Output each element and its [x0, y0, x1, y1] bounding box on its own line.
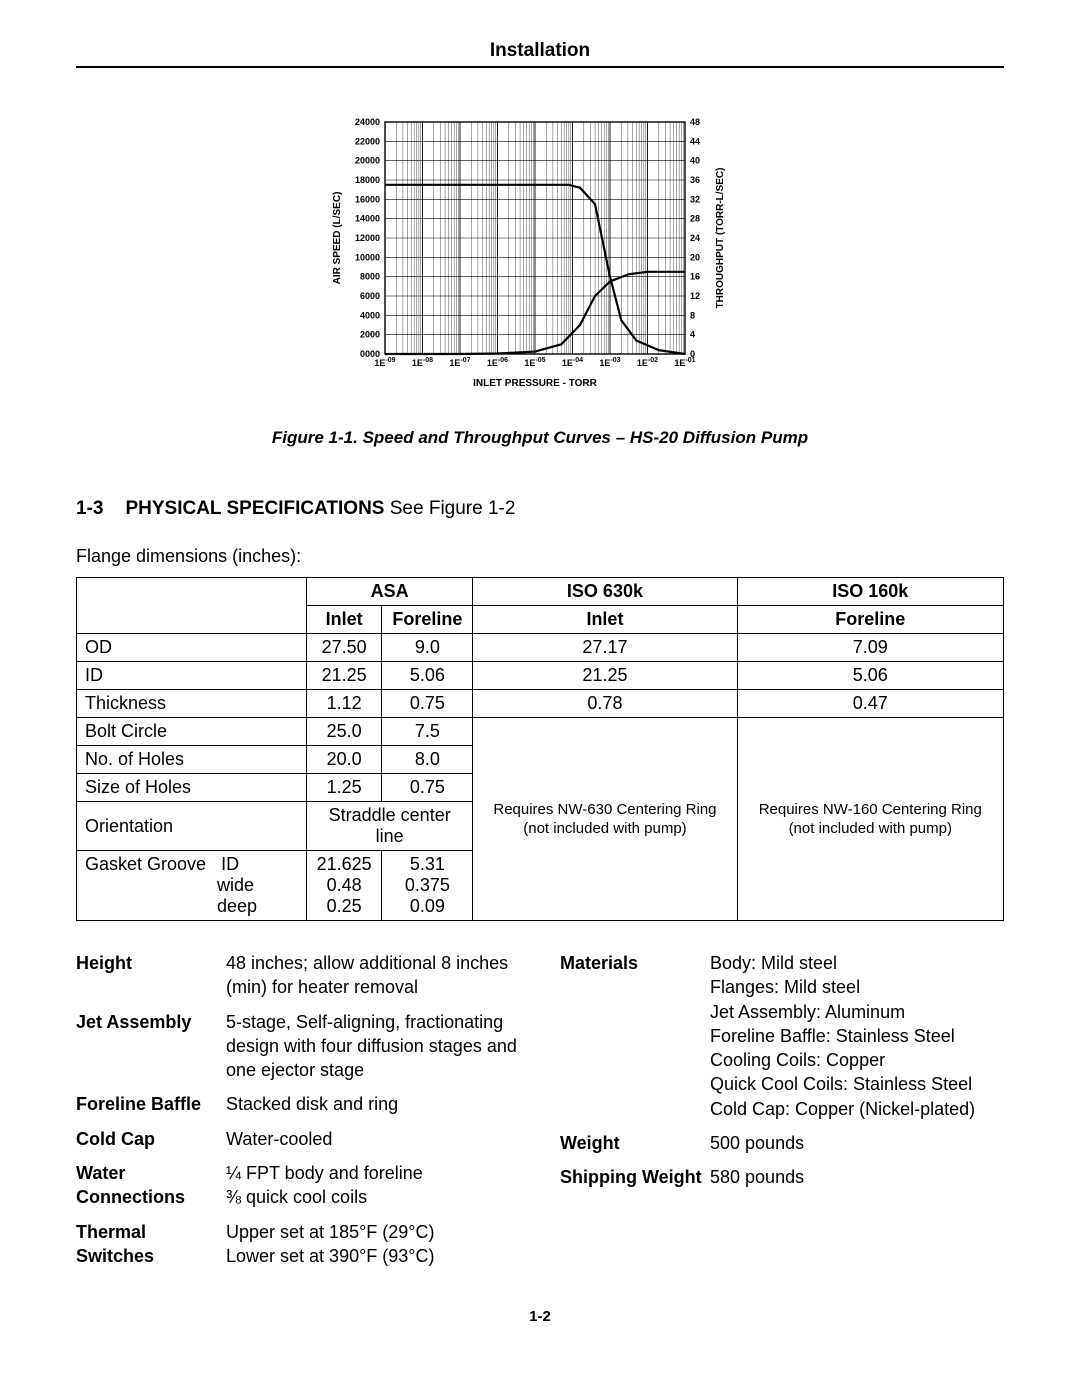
svg-text:36: 36 [690, 175, 700, 185]
svg-text:1E-04: 1E-04 [562, 357, 583, 368]
spec-label: Shipping Weight [560, 1165, 710, 1189]
svg-text:16000: 16000 [355, 194, 380, 204]
svg-text:12000: 12000 [355, 233, 380, 243]
svg-text:1E-01: 1E-01 [674, 357, 695, 368]
svg-text:20000: 20000 [355, 156, 380, 166]
svg-text:28: 28 [690, 214, 700, 224]
svg-text:2000: 2000 [360, 330, 380, 340]
flange-dimensions-table: ASAISO 630kISO 160kInletForelineInletFor… [76, 577, 1004, 921]
spec-value: ¼ FPT body and foreline⅜ quick cool coil… [226, 1161, 520, 1210]
svg-text:1E-09: 1E-09 [374, 357, 395, 368]
svg-text:40: 40 [690, 156, 700, 166]
spec-label: Weight [560, 1131, 710, 1155]
spec-label: Thermal Switches [76, 1220, 226, 1269]
svg-text:1E-02: 1E-02 [637, 357, 658, 368]
section-label: PHYSICAL SPECIFICATIONS [125, 498, 384, 519]
spec-value: Water-cooled [226, 1127, 520, 1151]
svg-text:1E-05: 1E-05 [524, 357, 545, 368]
page-number: 1-2 [76, 1308, 1004, 1325]
spec-label: Jet Assembly [76, 1010, 226, 1083]
svg-text:8000: 8000 [360, 272, 380, 282]
svg-text:24: 24 [690, 233, 700, 243]
spec-value: 500 pounds [710, 1131, 1004, 1155]
spec-row: Jet Assembly5-stage, Self-aligning, frac… [76, 1010, 520, 1083]
svg-text:20: 20 [690, 252, 700, 262]
spec-row: Shipping Weight580 pounds [560, 1165, 1004, 1189]
svg-text:12: 12 [690, 291, 700, 301]
section-heading: 1-3 PHYSICAL SPECIFICATIONS See Figure 1-… [76, 498, 1004, 520]
spec-row: Foreline BaffleStacked disk and ring [76, 1092, 520, 1116]
spec-label: Water Connections [76, 1161, 226, 1210]
spec-value: 5-stage, Self-aligning, fractionating de… [226, 1010, 520, 1083]
specs-right-column: MaterialsBody: Mild steelFlanges: Mild s… [560, 951, 1004, 1278]
svg-text:6000: 6000 [360, 291, 380, 301]
spec-label: Materials [560, 951, 710, 1121]
svg-text:1E-06: 1E-06 [487, 357, 508, 368]
section-trail: See Figure 1-2 [384, 498, 515, 519]
svg-text:AIR SPEED (L/SEC): AIR SPEED (L/SEC) [332, 192, 343, 285]
spec-value: Body: Mild steelFlanges: Mild steelJet A… [710, 951, 1004, 1121]
spec-value: 48 inches; allow additional 8 inches (mi… [226, 951, 520, 1000]
spec-row: Height48 inches; allow additional 8 inch… [76, 951, 520, 1000]
svg-text:4: 4 [690, 330, 695, 340]
svg-text:22000: 22000 [355, 136, 380, 146]
svg-text:48: 48 [690, 117, 700, 127]
svg-text:1E-07: 1E-07 [449, 357, 470, 368]
svg-text:1E-03: 1E-03 [599, 357, 620, 368]
spec-label: Foreline Baffle [76, 1092, 226, 1116]
spec-label: Height [76, 951, 226, 1000]
spec-value: Stacked disk and ring [226, 1092, 520, 1116]
spec-row: MaterialsBody: Mild steelFlanges: Mild s… [560, 951, 1004, 1121]
svg-text:44: 44 [690, 136, 700, 146]
spec-row: Weight500 pounds [560, 1131, 1004, 1155]
svg-text:24000: 24000 [355, 117, 380, 127]
speed-throughput-chart: 0000200040006000800010000120001400016000… [305, 108, 775, 408]
svg-text:10000: 10000 [355, 252, 380, 262]
spec-row: Thermal SwitchesUpper set at 185°F (29°C… [76, 1220, 520, 1269]
spec-label: Cold Cap [76, 1127, 226, 1151]
figure-caption: Figure 1-1. Speed and Throughput Curves … [76, 428, 1004, 448]
chart-container: 0000200040006000800010000120001400016000… [76, 108, 1004, 408]
spec-row: Cold CapWater-cooled [76, 1127, 520, 1151]
svg-text:16: 16 [690, 272, 700, 282]
page-title: Installation [76, 40, 1004, 68]
svg-text:32: 32 [690, 194, 700, 204]
svg-text:INLET PRESSURE - TORR: INLET PRESSURE - TORR [473, 378, 597, 389]
spec-value: Upper set at 185°F (29°C)Lower set at 39… [226, 1220, 520, 1269]
spec-row: Water Connections¼ FPT body and foreline… [76, 1161, 520, 1210]
specs-left-column: Height48 inches; allow additional 8 inch… [76, 951, 520, 1278]
specs-block: Height48 inches; allow additional 8 inch… [76, 951, 1004, 1278]
svg-text:4000: 4000 [360, 310, 380, 320]
svg-text:1E-08: 1E-08 [412, 357, 433, 368]
section-number: 1-3 [76, 498, 103, 519]
svg-text:THROUGHPUT (TORR-L/SEC): THROUGHPUT (TORR-L/SEC) [715, 168, 726, 309]
svg-text:8: 8 [690, 310, 695, 320]
svg-text:18000: 18000 [355, 175, 380, 185]
spec-value: 580 pounds [710, 1165, 1004, 1189]
table-intro: Flange dimensions (inches): [76, 546, 1004, 567]
svg-text:14000: 14000 [355, 214, 380, 224]
